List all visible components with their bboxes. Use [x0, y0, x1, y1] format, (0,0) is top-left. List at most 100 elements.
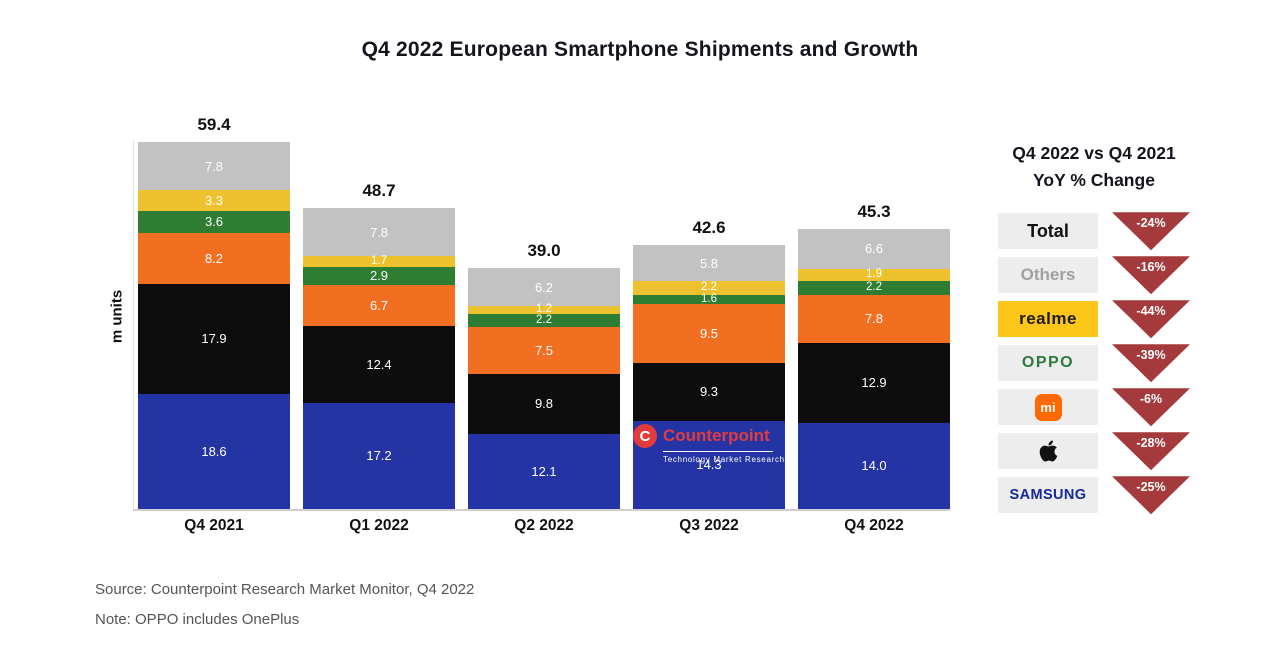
bar-segment-value: 7.8 — [204, 158, 224, 174]
legend-row-realme: realme -44% — [998, 300, 1190, 339]
bar-segment-value: 12.9 — [861, 375, 887, 391]
bar-segment-others: 6.2 — [468, 268, 620, 307]
legend-label-box-total: Total — [998, 213, 1098, 250]
bar-segment-samsung: 17.2 — [303, 402, 455, 509]
bar-segment-oppo: 2.2 — [468, 313, 620, 328]
y-axis-label: m units — [108, 289, 126, 344]
legend-row-oppo: OPPO -39% — [998, 344, 1190, 383]
bar-column-q1-2022: 48.7 7.8 1.7 2.9 6.7 12.4 17.2 — [303, 181, 455, 509]
x-axis-labels: Q4 2021 Q1 2022 Q2 2022 Q3 2022 Q4 2022 — [138, 517, 950, 535]
bar-segment-value: 3.6 — [204, 214, 224, 230]
yoy-change-triangle-apple: -28% — [1112, 432, 1190, 471]
counterpoint-logo-row: C Counterpoint — [633, 424, 785, 448]
yoy-change-value: -25% — [1136, 480, 1166, 495]
legend-title-line1: Q4 2022 vs Q4 2021 — [1012, 143, 1176, 163]
yoy-change-triangle-realme: -44% — [1112, 300, 1190, 339]
legend-row-xiaomi: mi -6% — [998, 388, 1190, 427]
bar-segment-value: 5.8 — [699, 255, 719, 271]
counterpoint-watermark: C Counterpoint Technology Market Researc… — [633, 424, 785, 464]
bar-total-label: 39.0 — [527, 241, 561, 261]
yoy-change-triangle-oppo: -39% — [1112, 344, 1190, 383]
x-axis-label: Q4 2021 — [184, 517, 244, 534]
yoy-change-triangle-others: -16% — [1112, 256, 1190, 295]
bar-segment-realme: 1.9 — [798, 268, 950, 282]
counterpoint-logo-icon: C — [633, 424, 657, 448]
bar-segment-apple: 12.9 — [798, 342, 950, 423]
bar-segment-value: 8.2 — [204, 250, 224, 266]
counterpoint-logo-divider — [663, 451, 773, 452]
bar-segment-realme: 1.2 — [468, 303, 620, 316]
bar-segment-value: 7.5 — [534, 342, 554, 358]
bar-segment-oppo: 3.6 — [138, 210, 290, 233]
bar-segment-apple: 12.4 — [303, 326, 455, 403]
yoy-change-triangle-total: -24% — [1112, 212, 1190, 251]
yoy-change-value: -24% — [1136, 216, 1166, 231]
bar-segment-samsung: 14.0 — [798, 422, 950, 509]
yoy-change-value: -44% — [1136, 304, 1166, 319]
bar-segment-value: 9.3 — [699, 384, 719, 400]
bar-segment-value: 1.9 — [866, 268, 882, 281]
legend-row-total: Total -24% — [998, 212, 1190, 251]
bar-segment-value: 17.9 — [201, 331, 227, 347]
bar-segment-value: 7.8 — [864, 311, 884, 327]
bar-total-label: 59.4 — [197, 115, 231, 135]
bar-segment-xiaomi: 9.5 — [633, 304, 785, 364]
note-text: Note: OPPO includes OnePlus — [95, 611, 300, 628]
legend-label-box-xiaomi: mi — [998, 389, 1098, 426]
bar-segment-realme: 3.3 — [138, 190, 290, 211]
bar-segment-realme: 1.7 — [303, 255, 455, 267]
bar-segment-apple: 9.3 — [633, 363, 785, 421]
bar-segment-value: 2.2 — [701, 280, 717, 293]
bar-segment-xiaomi: 7.5 — [468, 327, 620, 374]
legend-label-box-others: Others — [998, 257, 1098, 294]
bar-segment-xiaomi: 7.8 — [798, 294, 950, 343]
bar-segment-others: 7.8 — [138, 142, 290, 191]
bar-segment-apple: 17.9 — [138, 283, 290, 395]
bar-segment-value: 2.2 — [866, 281, 882, 294]
bar-total-label: 48.7 — [362, 181, 396, 201]
bar-segment-value: 3.3 — [204, 192, 224, 208]
legend-row-samsung: SAMSUNG -25% — [998, 476, 1190, 515]
bar-segment-value: 12.1 — [531, 464, 557, 480]
legend-title-line2: YoY % Change — [1033, 170, 1155, 191]
legend-row-apple: -28% — [998, 432, 1190, 471]
bar-segment-xiaomi: 8.2 — [138, 232, 290, 284]
bar-segment-value: 1.6 — [701, 292, 717, 305]
bar-segment-xiaomi: 6.7 — [303, 284, 455, 327]
bar-column-q3-2022: 42.6 5.8 2.2 1.6 9.5 9.3 14.3 — [633, 218, 785, 509]
bar-segment-value: 6.7 — [369, 297, 389, 313]
bar-column-q2-2022: 39.0 6.2 1.2 2.2 7.5 9.8 12.1 — [468, 241, 620, 509]
legend-label-oppo: OPPO — [1021, 354, 1075, 372]
bar-segment-value: 2.9 — [369, 268, 389, 284]
bar-segment-value: 9.8 — [534, 396, 554, 412]
yoy-change-triangle-samsung: -25% — [1112, 476, 1190, 515]
yoy-change-triangle-xiaomi: -6% — [1112, 388, 1190, 427]
bar-segment-value: 18.6 — [201, 444, 227, 460]
x-axis-label: Q1 2022 — [349, 517, 409, 534]
counterpoint-logo-subtitle: Technology Market Research — [663, 455, 785, 464]
bars: 59.4 7.8 3.3 3.6 8.2 17.9 18.6 48.7 7.8 1.7 2.9 6.7… — [138, 115, 950, 509]
bar-segment-value: 17.2 — [366, 448, 392, 464]
bar-segment-oppo: 2.9 — [303, 266, 455, 285]
legend-label-realme: realme — [1019, 309, 1077, 329]
bar-segment-oppo: 2.2 — [798, 281, 950, 295]
legend-row-others: Others -16% — [998, 256, 1190, 295]
yoy-change-value: -28% — [1136, 436, 1166, 451]
bar-segment-others: 7.8 — [303, 208, 455, 257]
bar-segment-value: 6.2 — [534, 279, 554, 295]
bar-column-q4-2021: 59.4 7.8 3.3 3.6 8.2 17.9 18.6 — [138, 115, 290, 509]
bar-segment-samsung: 18.6 — [138, 394, 290, 509]
legend-label-samsung: SAMSUNG — [1009, 487, 1087, 504]
bar-segment-others: 5.8 — [633, 245, 785, 281]
xiaomi-mi-icon: mi — [1034, 393, 1062, 421]
legend-label-box-apple — [998, 433, 1098, 470]
bar-segment-apple: 9.8 — [468, 373, 620, 435]
x-axis-line — [133, 509, 950, 511]
legend-label-others: Others — [1020, 265, 1076, 285]
bar-segment-samsung: 12.1 — [468, 434, 620, 509]
bar-segment-value: 2.2 — [536, 313, 552, 326]
bar-segment-value: 1.2 — [536, 303, 552, 316]
bar-segment-value: 14.0 — [861, 458, 887, 474]
yoy-change-value: -39% — [1136, 348, 1166, 363]
bar-segment-others: 6.6 — [798, 228, 950, 270]
